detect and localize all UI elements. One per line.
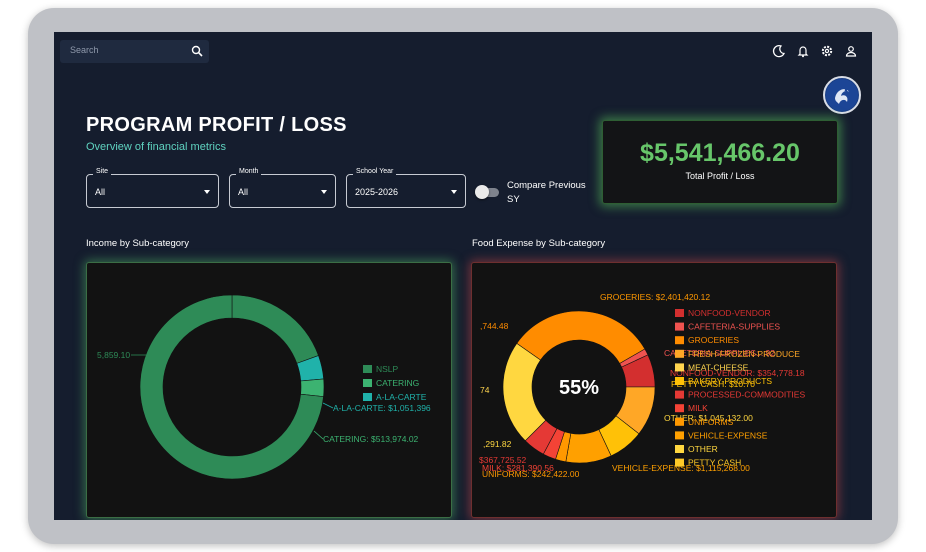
legend-swatch [675,417,684,426]
food-data-label: 74 [480,385,490,395]
user-icon[interactable] [844,44,858,58]
legend-item-groceries: GROCERIES [688,335,739,345]
legend-item-other: OTHER [688,444,718,454]
school-year-select-label: School Year [353,168,397,175]
legend-swatch [675,431,684,440]
income-slice-nslp[interactable] [231,294,319,364]
leader-line [322,402,334,409]
legend-swatch [675,377,684,385]
legend-item-nonfood-vendor: NONFOOD-VENDOR [688,308,771,318]
food-data-label: VEHICLE-EXPENSE: $1,115,268.00 [612,463,750,473]
income-chart-panel: 5,859.10 A-LA-CARTE: $1,051,396 CATERING: … [86,262,452,518]
leader-line [313,430,324,440]
legend-item-petty-cash: PETTY CASH [688,458,741,468]
site-select-value: All [95,187,106,197]
search-bar[interactable]: Search [60,40,209,63]
legend-item-fresh-frozen-produce: FRESH-FROZEN-PRODUCE [688,349,800,359]
legend-item-bakery-products: BAKERY-PRODUCTS [688,376,772,386]
legend-item-vehicle-expense: VEHICLE-EXPENSE [688,430,768,440]
food-slice-other[interactable] [502,342,547,442]
legend-swatch [675,458,684,467]
food-data-label: OTHER: $1,045,132.00 [664,413,753,423]
legend-swatch [363,379,372,387]
search-icon[interactable] [191,45,203,57]
legend-item-cafeteria-supplies: CAFETERIA-SUPPLIES [688,322,780,332]
gear-icon[interactable] [820,44,834,58]
income-data-label: A-LA-CARTE: $1,051,396 [333,403,431,413]
school-year-select[interactable]: School Year 2025-2026 [346,168,466,208]
food-data-label: NONFOOD-VENDOR: $354,778.18 [670,368,805,378]
legend-swatch [363,393,372,401]
compare-toggle-label: Compare Previous SY [507,180,586,205]
center-percentage: 55% [559,377,599,399]
dashboard-screen: Search PROGRAM PROFIT / LOSS Overview of… [54,32,872,520]
legend-item-uniforms: UNIFORMS [688,417,734,427]
food-data-label: $367,725.52 [479,455,527,465]
month-select-label: Month [236,168,262,175]
site-select-label: Site [93,168,112,175]
income-slice-catering[interactable] [300,378,325,397]
food-data-label: GROCERIES: $2,401,420.12 [600,292,710,302]
site-select[interactable]: Site All [86,168,219,208]
total-profit-label: Total Profit / Loss [685,171,755,181]
income-data-label: CATERING: $513,974.02 [323,434,419,444]
school-year-select-value: 2025-2026 [355,187,399,197]
legend-item-nslp: NSLP [376,364,399,374]
income-chart-title: Income by Sub-category [86,238,189,249]
total-profit-value: $5,541,466.20 [640,139,800,167]
moon-icon[interactable] [772,44,786,58]
page-subtitle: Overview of financial metrics [86,141,226,153]
food-data-label: ,291.82 [483,439,512,449]
food-data-label: CAFETERIA-SUPPLIES:...92 [664,348,775,358]
legend-swatch [675,445,684,453]
chevron-down-icon [321,190,327,194]
food-data-label: ,744.48 [480,321,509,331]
compare-toggle[interactable] [475,185,499,199]
legend-swatch [363,365,372,373]
legend-swatch [675,363,684,372]
month-select-value: All [238,187,249,197]
total-profit-card: $5,541,466.20 Total Profit / Loss [602,120,838,204]
food-slice-groceries[interactable] [516,310,646,364]
legend-item-milk: MILK [688,403,708,413]
legend-item-catering: CATERING [376,378,419,388]
legend-swatch [675,390,684,399]
logo-icon [826,79,858,111]
legend-item-meat-cheese: MEAT-CHEESE [688,362,749,372]
month-select[interactable]: Month All [229,168,336,208]
food-expense-donut-chart[interactable]: 55% GROCERIES: $2,401,420.12 CAFETERIA-SUP… [472,263,836,517]
income-slice-nslp[interactable] [139,294,324,480]
legend-item-a-la-carte: A-LA-CARTE [376,392,427,402]
income-data-label: 5,859.10 [97,350,130,360]
legend-item-processed-commodities: PROCESSED-COMMODITIES [688,390,805,400]
income-donut-chart[interactable]: 5,859.10 A-LA-CARTE: $1,051,396 CATERING: … [87,263,451,517]
legend-swatch [675,322,684,331]
bell-icon[interactable] [796,44,810,58]
page-title: PROGRAM PROFIT / LOSS [86,114,347,136]
food-chart-title: Food Expense by Sub-category [472,238,606,249]
legend-swatch [675,349,684,358]
chevron-down-icon [451,190,457,194]
search-input[interactable]: Search [70,45,99,55]
food-data-label: MILK: $281,390.56 [482,463,554,473]
chevron-down-icon [204,190,210,194]
food-expense-chart-panel: 55% GROCERIES: $2,401,420.12 CAFETERIA-SUP… [471,262,837,518]
legend-swatch [675,309,684,317]
food-data-label: PETTY CASH: $10.70 [671,379,755,389]
legend-swatch [675,404,684,413]
toggle-knob [475,185,489,199]
legend-swatch [675,336,684,345]
food-data-label: UNIFORMS: $242,422.00 [482,469,580,479]
logo-avatar[interactable] [823,76,861,114]
